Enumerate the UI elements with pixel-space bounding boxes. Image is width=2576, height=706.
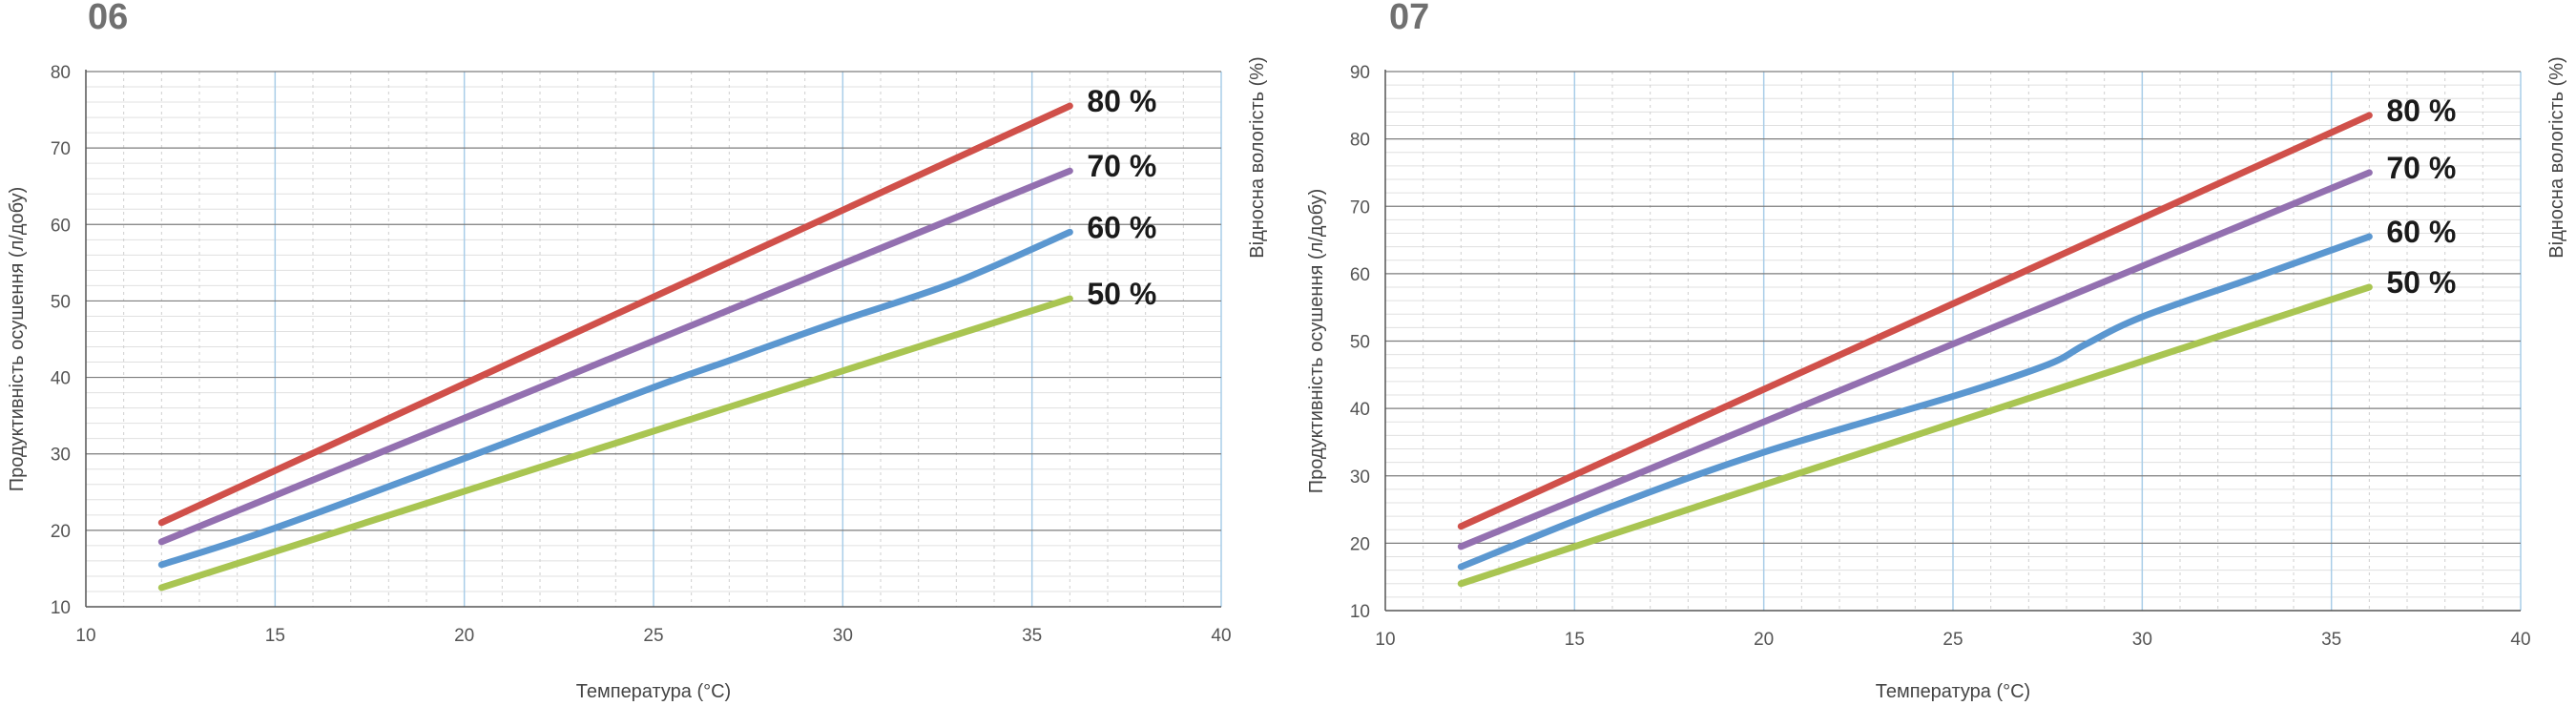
x-tick-label: 30 [2132, 630, 2152, 650]
x-tick-label: 25 [1942, 630, 1963, 650]
x-tick-label: 35 [1022, 626, 1042, 646]
x-tick-label: 25 [643, 626, 663, 646]
x-tick-label: 20 [1754, 630, 1774, 650]
y-tick-label: 50 [51, 292, 71, 312]
x-tick-label: 40 [2510, 630, 2530, 650]
y-tick-label: 90 [1350, 63, 1370, 83]
y-tick-label: 20 [1350, 534, 1370, 554]
y-tick-label: 80 [51, 63, 71, 83]
y-tick-label: 40 [51, 369, 71, 389]
y-tick-label: 30 [1350, 467, 1370, 488]
series-label: 50 % [2386, 265, 2456, 300]
y-tick-label: 50 [1350, 333, 1370, 353]
series-line [157, 295, 1073, 592]
x-axis-label: Температура (°C) [576, 681, 731, 702]
chart-title: 07 [1389, 0, 1429, 37]
y-axis-label: Продуктивність осушення (л/добу) [7, 187, 28, 492]
series-label: 60 % [1087, 210, 1156, 244]
y-tick-label: 60 [51, 216, 71, 236]
x-tick-label: 40 [1211, 626, 1231, 646]
y-tick-label: 20 [51, 522, 71, 542]
series-label: 80 % [2386, 93, 2456, 128]
series-line [157, 228, 1073, 569]
x-tick-label: 30 [833, 626, 853, 646]
x-tick-label: 10 [1375, 630, 1395, 650]
y-axis-label: Продуктивність осушення (л/добу) [1306, 189, 1327, 494]
series-label: 50 % [1087, 277, 1156, 311]
series-line [1457, 169, 2373, 550]
series-label: 60 % [2386, 215, 2456, 249]
y-tick-label: 30 [51, 446, 71, 466]
y-tick-label: 80 [1350, 131, 1370, 151]
y2-axis-label: Відносна вологість (%) [1247, 56, 1268, 258]
x-tick-label: 15 [265, 626, 285, 646]
series-line [1457, 283, 2373, 588]
x-tick-label: 10 [75, 626, 95, 646]
x-axis-label: Температура (°C) [1876, 681, 2030, 702]
x-tick-label: 20 [454, 626, 474, 646]
y-tick-label: 70 [51, 139, 71, 159]
chart-panel-06: 06 10 20 30 40 50 60 70 80 10 15 20 25 30 35 40 Температ… [7, 0, 1268, 702]
x-tick-label: 15 [1565, 630, 1585, 650]
y2-axis-label: Відносна вологість (%) [2546, 56, 2567, 258]
y-tick-label: 60 [1350, 265, 1370, 285]
chart-title: 06 [88, 0, 128, 37]
series-label: 70 % [2386, 151, 2456, 185]
x-tick-label: 35 [2321, 630, 2341, 650]
y-tick-label: 40 [1350, 400, 1370, 420]
series-label: 80 % [1087, 84, 1156, 118]
y-tick-label: 10 [1350, 602, 1370, 622]
chart-panel-07: 07 10 20 30 40 50 60 70 80 90 10 15 20 25 30 35 40 Темпер… [1306, 0, 2567, 702]
series-line [1457, 233, 2373, 571]
y-tick-label: 70 [1350, 197, 1370, 218]
y-tick-label: 10 [51, 598, 71, 618]
series-line [157, 102, 1073, 527]
series-label: 70 % [1087, 149, 1156, 183]
series-line [1457, 112, 2373, 530]
series-line [157, 167, 1073, 546]
